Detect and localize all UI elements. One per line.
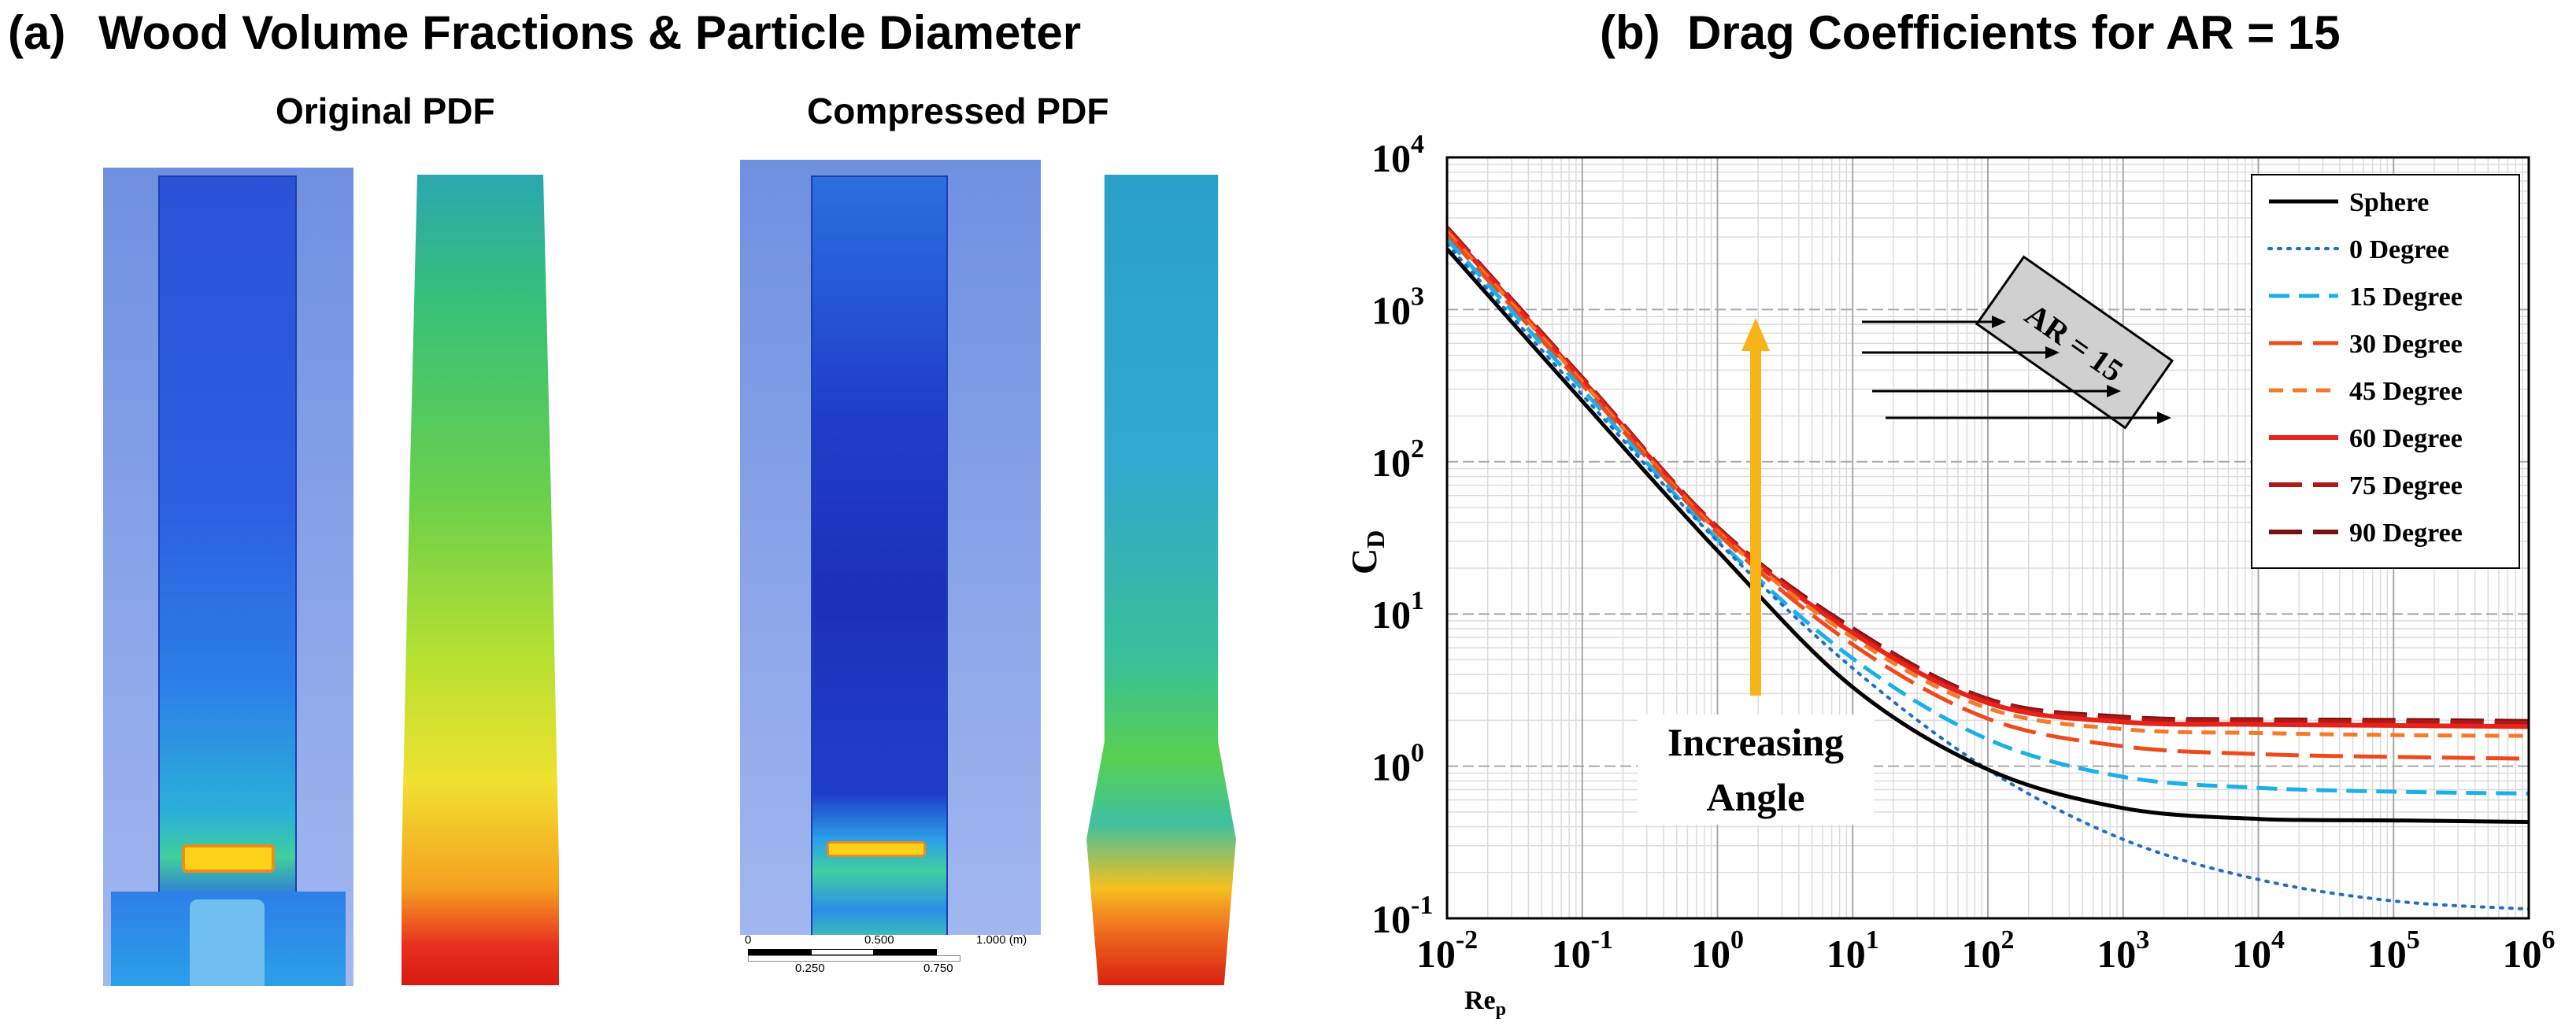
scale-bar [748,949,960,962]
flow-arrowhead-4 [2157,412,2171,424]
series-line-sphere [1447,247,2529,824]
legend-label: 75 Degree [2349,471,2463,500]
panel-a-title: Wood Volume Fractions & Particle Diamete… [98,6,1082,59]
x-tick-label: 104 [2232,925,2285,976]
legend-label: Sphere [2349,188,2429,217]
scale-tick-0: 0 [745,933,752,947]
original-particle-diameter-image [402,175,559,985]
plot-area-frame [1445,156,2530,920]
series-line-30-degree [1447,233,2529,761]
legend-box [2251,174,2520,569]
scale-tick-0250: 0.250 [795,962,825,975]
panel-a-label: (a) [8,6,66,59]
y-tick-label: 10-1 [1371,891,1433,941]
y-tick-label: 104 [1371,130,1424,180]
series-line-0-degree [1447,242,2529,911]
legend: Sphere 0 Degree 15 Degree 30 Degree 45 Degre… [2251,174,2520,569]
series-line-90-degree [1447,226,2529,724]
y-tick-label: 103 [1371,282,1424,332]
flow-arrowhead-1 [1992,316,2006,328]
scale-tick-0500: 0.500 [864,933,894,947]
flow-arrowhead-2 [2045,346,2060,359]
y-tick-label: 101 [1371,586,1424,637]
legend-label: 15 Degree [2349,283,2463,312]
x-axis-label: Rep [1464,986,1506,1020]
ar-label: AR = 15 [2019,297,2130,389]
legend-label: 0 Degree [2349,235,2449,264]
compressed-pdf-label: Compressed PDF [807,90,1109,131]
series-line-15-degree [1447,238,2529,796]
x-tick-label: 100 [1691,925,1744,976]
legend-label: 45 Degree [2349,377,2463,406]
panel-b-title: Drag Coefficients for AR = 15 [1687,6,2341,59]
original-volume-fraction-image [103,168,353,986]
original-pdf-label: Original PDF [276,90,495,131]
x-tick-label: 105 [2367,925,2420,976]
panel-b-label: (b) [1600,6,1660,59]
angle-label: Angle [1707,775,1805,819]
legend-label: 60 Degree [2349,424,2463,453]
x-tick-label: 103 [2097,925,2149,976]
increasing-angle-arrowhead [1741,318,1770,351]
legend-label: 30 Degree [2349,330,2463,359]
increasing-label: Increasing [1667,720,1844,764]
y-axis-label-sub: D [1361,530,1390,548]
x-tick-label: 102 [1962,925,2015,976]
y-axis-label: CD [1344,530,1390,574]
series-line-60-degree [1447,227,2529,729]
x-axis-label-sub: p [1496,999,1506,1020]
x-tick-label: 10-1 [1552,925,1613,976]
y-tick-label: 102 [1371,434,1424,485]
particle-schematic: AR = 15 [1862,255,2174,430]
x-tick-label: 10-2 [1416,925,1478,976]
x-tick-label: 101 [1827,925,1879,976]
compressed-particle-diameter-image [1086,175,1236,985]
scale-tick-0750: 0.750 [923,962,953,975]
legend-label: 90 Degree [2349,519,2463,548]
compressed-volume-fraction-image [740,160,1041,955]
y-tick-label: 100 [1371,739,1424,789]
flow-arrowhead-3 [2107,385,2121,397]
series-line-45-degree [1447,230,2529,738]
x-tick-label: 106 [2503,925,2556,976]
scale-tick-1000: 1.000 (m) [976,933,1027,947]
series-line-75-degree [1447,227,2529,726]
